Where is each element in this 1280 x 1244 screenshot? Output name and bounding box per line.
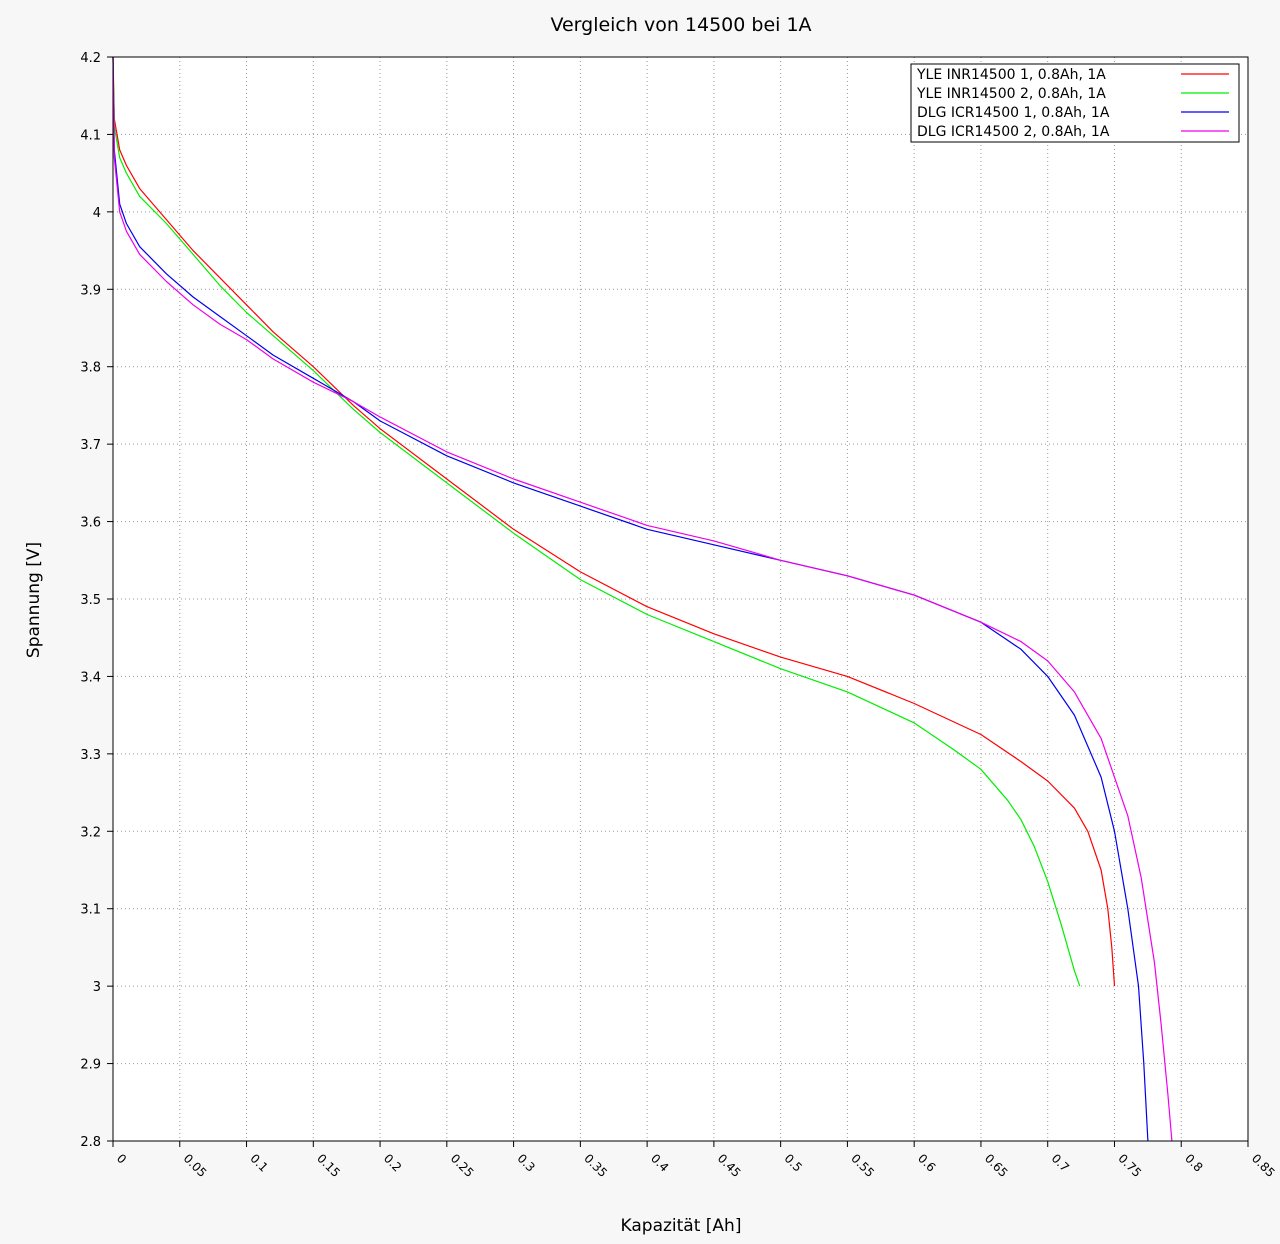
plot-area bbox=[113, 57, 1248, 1141]
y-tick-label: 3.1 bbox=[80, 903, 101, 918]
y-tick-label: 3.9 bbox=[80, 283, 101, 298]
series-line-1 bbox=[112, 56, 1116, 987]
series-line-3 bbox=[112, 56, 1149, 1142]
grid bbox=[113, 57, 1248, 1141]
y-tick-label: 4.2 bbox=[80, 51, 101, 66]
legend-label: DLG ICR14500 2, 0.8Ah, 1A bbox=[917, 124, 1110, 140]
y-tick-label: 2.8 bbox=[80, 1135, 101, 1150]
y-tick-label: 3.8 bbox=[80, 361, 101, 376]
legend-box bbox=[910, 63, 1240, 143]
y-tick-label: 3.5 bbox=[80, 593, 101, 608]
x-axis-label: Kapazität [Ah] bbox=[621, 1216, 742, 1236]
legend-label: DLG ICR14500 1, 0.8Ah, 1A bbox=[917, 105, 1110, 121]
y-tick-label: 3 bbox=[93, 980, 101, 995]
y-tick-label: 4.1 bbox=[80, 128, 101, 143]
y-tick-label: 3.6 bbox=[80, 516, 101, 531]
series-group bbox=[112, 56, 1173, 1142]
y-tick-label: 3.4 bbox=[80, 670, 101, 685]
series-line-2 bbox=[112, 56, 1081, 987]
y-tick-label: 3.3 bbox=[80, 748, 101, 763]
y-tick-label: 3.2 bbox=[80, 825, 101, 840]
y-axis-label: Spannung [V] bbox=[24, 542, 44, 658]
legend: YLE INR14500 1, 0.8Ah, 1A YLE INR14500 2,… bbox=[910, 63, 1240, 143]
chart-title: Vergleich von 14500 bei 1A bbox=[550, 14, 811, 36]
series-line-4 bbox=[112, 56, 1173, 1142]
y-tick-label: 3.7 bbox=[80, 438, 101, 453]
legend-label: YLE INR14500 2, 0.8Ah, 1A bbox=[916, 86, 1106, 102]
y-tick-label: 4 bbox=[93, 206, 101, 221]
legend-label: YLE INR14500 1, 0.8Ah, 1A bbox=[916, 67, 1106, 83]
y-tick-label: 2.9 bbox=[80, 1058, 101, 1073]
